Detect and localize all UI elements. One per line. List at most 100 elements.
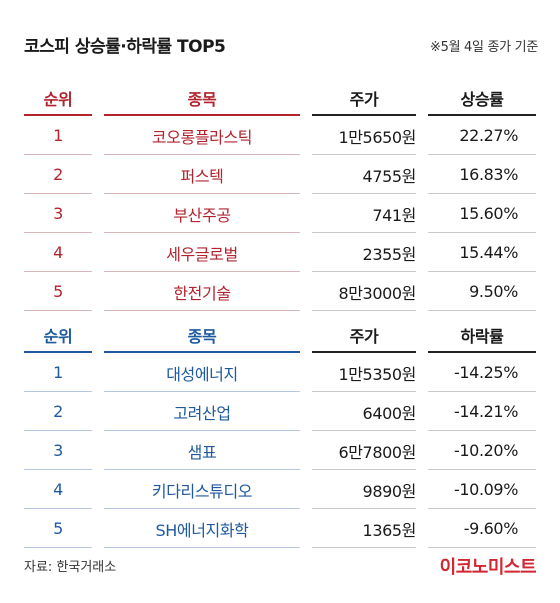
rise-rate-cell: 16.83% (459, 165, 518, 184)
fall-header-rate-underline (428, 351, 536, 353)
stock-name-cell: 대성에너지 (166, 364, 238, 384)
stock-name-cell: 고려산업 (173, 403, 231, 423)
table-row: 3 부산주공 741원 15.60% (24, 194, 536, 233)
fall-rate-cell: -9.60% (463, 519, 519, 538)
stock-name-cell: 코오롱플라스틱 (151, 127, 253, 147)
row-divider (104, 271, 300, 272)
table-row: 2 고려산업 6400원 -14.21% (24, 392, 536, 431)
stock-name-cell: 키다리스튜디오 (151, 481, 253, 501)
rise-header-name-underline (104, 114, 300, 116)
rise-header-name: 종목 (187, 90, 217, 109)
row-divider (104, 391, 300, 392)
rank-cell: 4 (53, 480, 63, 499)
price-cell: 1만5650원 (338, 127, 416, 147)
row-divider (24, 271, 92, 272)
row-divider (428, 232, 536, 233)
rise-table: 순위 종목 주가 상승률 1 코오롱플라스틱 1만5650원 22.27% 2 퍼스텍 47… (24, 80, 536, 311)
fall-header-rank: 순위 (43, 327, 73, 346)
price-cell: 4755원 (362, 166, 417, 186)
row-divider (24, 193, 92, 194)
row-divider (104, 430, 300, 431)
stock-name-cell: 퍼스텍 (180, 166, 224, 186)
rank-cell: 5 (53, 282, 63, 301)
price-cell: 9890원 (362, 481, 417, 501)
table-row: 1 대성에너지 1만5350원 -14.25% (24, 353, 536, 392)
row-divider (428, 271, 536, 272)
basis-note: ※5월 4일 종가 기준 (430, 40, 538, 55)
row-divider (104, 232, 300, 233)
table-row: 4 키다리스튜디오 9890원 -10.09% (24, 470, 536, 509)
price-cell: 1만5350원 (338, 364, 416, 384)
row-divider (428, 391, 536, 392)
rank-cell: 3 (53, 204, 63, 223)
row-divider (312, 508, 416, 509)
rise-rate-cell: 15.44% (459, 243, 518, 262)
row-divider (312, 391, 416, 392)
row-divider (104, 547, 300, 548)
fall-header-price: 주가 (349, 327, 379, 346)
row-divider (24, 154, 92, 155)
price-cell: 6400원 (362, 403, 417, 423)
rank-cell: 1 (53, 363, 63, 382)
rise-rate-cell: 15.60% (459, 204, 518, 223)
stock-name-cell: 샘표 (187, 442, 217, 462)
row-divider (24, 232, 92, 233)
row-divider (312, 154, 416, 155)
fall-header-rate: 하락률 (460, 327, 504, 346)
row-divider (312, 271, 416, 272)
row-divider (104, 154, 300, 155)
row-divider (312, 310, 416, 311)
fall-rate-cell: -10.09% (454, 480, 518, 499)
rank-cell: 3 (53, 441, 63, 460)
rise-rate-cell: 22.27% (459, 126, 518, 145)
stock-name-cell: 한전기술 (173, 283, 231, 303)
rank-cell: 5 (53, 519, 63, 538)
table-row: 5 한전기술 8만3000원 9.50% (24, 272, 536, 311)
table-row: 3 샘표 6만7800원 -10.20% (24, 431, 536, 470)
stock-name-cell: 세우글로벌 (166, 244, 238, 264)
row-divider (24, 469, 92, 470)
row-divider (428, 310, 536, 311)
fall-table: 순위 종목 주가 하락률 1 대성에너지 1만5350원 -14.25% 2 고려산업 64… (24, 317, 536, 548)
row-divider (428, 430, 536, 431)
row-divider (428, 508, 536, 509)
rank-cell: 2 (53, 165, 63, 184)
fall-rate-cell: -14.25% (454, 363, 518, 382)
row-divider (312, 469, 416, 470)
rank-cell: 4 (53, 243, 63, 262)
row-divider (312, 430, 416, 431)
rise-header-rate-underline (428, 114, 536, 116)
row-divider (428, 547, 536, 548)
row-divider (24, 430, 92, 431)
table-row: 1 코오롱플라스틱 1만5650원 22.27% (24, 116, 536, 155)
row-divider (428, 154, 536, 155)
source-note: 자료: 한국거래소 (24, 560, 117, 575)
row-divider (24, 391, 92, 392)
rise-table-header: 순위 종목 주가 상승률 (24, 80, 536, 116)
table-row: 5 SH에너지화학 1365원 -9.60% (24, 509, 536, 548)
row-divider (24, 310, 92, 311)
rise-header-rank: 순위 (43, 90, 73, 109)
table-row: 4 세우글로벌 2355원 15.44% (24, 233, 536, 272)
rise-header-rank-underline (24, 114, 92, 116)
rank-cell: 2 (53, 402, 63, 421)
rise-header-price: 주가 (349, 90, 379, 109)
fall-table-header: 순위 종목 주가 하락률 (24, 317, 536, 353)
price-cell: 741원 (372, 205, 416, 225)
fall-header-price-underline (312, 351, 416, 353)
fall-header-name-underline (104, 351, 300, 353)
row-divider (312, 232, 416, 233)
publisher-logo: 이코노미스트 (439, 557, 537, 578)
stock-name-cell: SH에너지화학 (155, 520, 249, 540)
rise-header-rate: 상승률 (460, 90, 504, 109)
rise-header-price-underline (312, 114, 416, 116)
table-row: 2 퍼스텍 4755원 16.83% (24, 155, 536, 194)
row-divider (24, 547, 92, 548)
fall-header-rank-underline (24, 351, 92, 353)
rise-rate-cell: 9.50% (469, 282, 518, 301)
row-divider (312, 547, 416, 548)
fall-rate-cell: -10.20% (454, 441, 518, 460)
row-divider (428, 193, 536, 194)
price-cell: 6만7800원 (338, 442, 416, 462)
row-divider (312, 193, 416, 194)
